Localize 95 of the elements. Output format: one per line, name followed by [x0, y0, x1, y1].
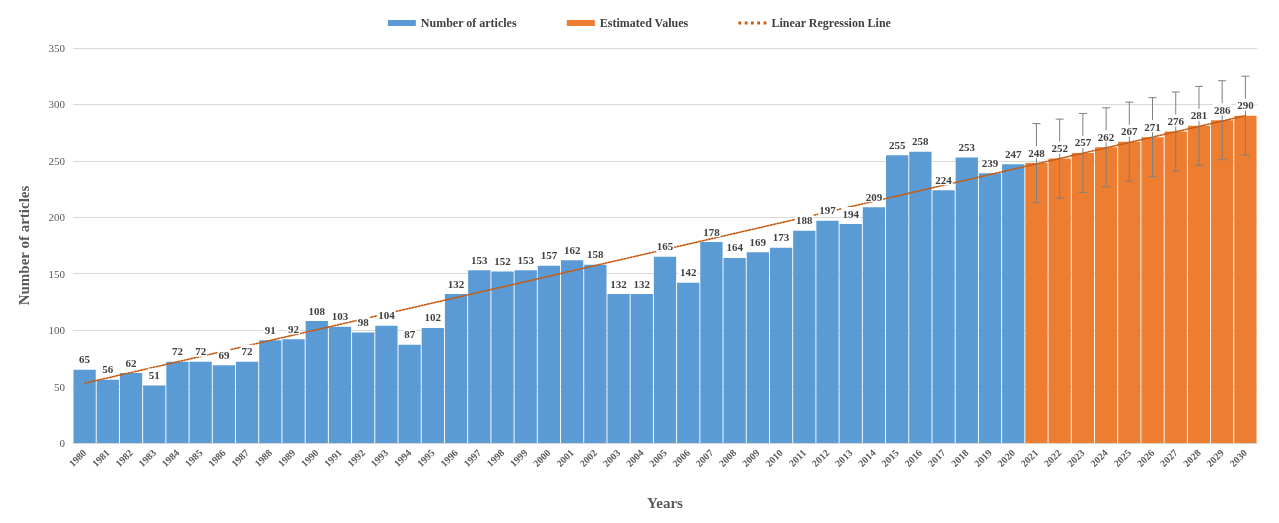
x-tick-label: 2020 — [995, 447, 1018, 470]
x-tick-label: 1992 — [345, 447, 368, 470]
data-label: 271 — [1144, 120, 1161, 133]
x-tick-label: 2010 — [763, 447, 785, 470]
x-tick-label: 1999 — [507, 447, 530, 470]
data-label: 290 — [1237, 99, 1255, 112]
x-tick-label: 2008 — [716, 447, 739, 470]
data-label: 164 — [726, 241, 744, 254]
legend-label: Estimated Values — [599, 16, 689, 30]
y-tick-label: 350 — [48, 42, 66, 54]
data-label: 253 — [958, 140, 976, 153]
data-label: 267 — [1121, 125, 1139, 138]
x-tick-label: 1990 — [298, 447, 321, 470]
x-tick-label: 2022 — [1041, 447, 1064, 470]
y-axis-title: Number of articles — [15, 185, 32, 306]
data-label: 178 — [703, 225, 721, 238]
x-tick-label: 2030 — [1227, 447, 1250, 470]
data-label: 92 — [288, 322, 300, 335]
x-tick-label: 2019 — [972, 447, 994, 470]
data-label: 258 — [912, 135, 930, 148]
data-label: 157 — [540, 249, 558, 262]
data-label: 248 — [1028, 146, 1046, 159]
data-label: 194 — [842, 207, 860, 220]
data-label: 102 — [424, 311, 442, 324]
data-label: 247 — [1004, 147, 1022, 160]
data-label: 158 — [587, 248, 605, 261]
data-label: 132 — [447, 277, 465, 290]
data-label: 257 — [1074, 136, 1092, 149]
x-tick-label: 2002 — [577, 447, 600, 470]
data-label: 276 — [1167, 115, 1185, 128]
x-tick-label: 1981 — [89, 447, 112, 470]
x-tick-label: 2013 — [832, 447, 855, 470]
data-label: 72 — [171, 345, 184, 358]
x-tick-label: 1993 — [368, 447, 391, 470]
data-label: 209 — [865, 190, 883, 203]
data-label: 255 — [888, 138, 906, 151]
x-tick-label: 2000 — [530, 447, 553, 470]
data-label: 286 — [1213, 103, 1231, 116]
x-tick-label: 2012 — [809, 447, 832, 470]
x-tick-label: 2023 — [1064, 447, 1087, 470]
y-tick-label: 50 — [54, 380, 66, 393]
x-tick-label: 2001 — [554, 447, 577, 470]
legend-label: Number of articles — [420, 16, 517, 30]
data-label: 51 — [148, 368, 160, 381]
data-label: 65 — [79, 353, 91, 366]
x-tick-label: 2018 — [948, 447, 971, 470]
data-label: 132 — [633, 277, 651, 290]
data-label: 103 — [331, 310, 349, 323]
x-tick-label: 1998 — [484, 447, 507, 470]
x-tick-label: 2021 — [1018, 447, 1041, 470]
x-axis-title: Years — [647, 494, 684, 511]
y-tick-label: 250 — [48, 154, 66, 167]
legend-label: Linear Regression Line — [771, 16, 892, 30]
data-label: 197 — [819, 204, 837, 217]
data-label: 153 — [471, 253, 489, 266]
data-label: 142 — [679, 266, 697, 279]
data-label: 72 — [195, 345, 207, 358]
data-label: 188 — [796, 214, 814, 227]
data-label: 153 — [517, 253, 535, 266]
x-tick-label: 1989 — [275, 447, 298, 470]
y-tick-label: 150 — [48, 267, 66, 280]
y-tick-label: 300 — [48, 98, 66, 111]
x-tick-label: 2029 — [1204, 447, 1227, 470]
data-label: 173 — [772, 231, 790, 244]
data-label: 162 — [563, 243, 581, 256]
data-label: 56 — [102, 363, 114, 376]
x-tick-label: 2011 — [786, 447, 809, 469]
data-label: 87 — [404, 328, 416, 341]
data-label: 224 — [935, 173, 953, 186]
y-tick-label: 200 — [48, 211, 66, 224]
data-label: 104 — [378, 309, 396, 322]
data-label: 72 — [241, 345, 254, 358]
x-tick-label: 1983 — [136, 447, 159, 470]
x-tick-label: 2004 — [623, 447, 646, 470]
data-label: 239 — [981, 156, 999, 169]
data-label: 252 — [1051, 142, 1069, 155]
data-label: 169 — [749, 235, 767, 248]
data-label: 69 — [218, 348, 230, 361]
data-label: 108 — [308, 304, 326, 317]
data-label: 91 — [264, 323, 276, 336]
data-label: 62 — [125, 356, 138, 369]
data-label: 152 — [494, 254, 512, 267]
x-tick-label: 1991 — [321, 447, 344, 470]
data-label: 281 — [1190, 109, 1208, 122]
data-label: 98 — [357, 315, 370, 328]
x-tick-label: 2009 — [739, 447, 762, 470]
y-tick-label: 100 — [48, 324, 66, 337]
y-tick-label: 0 — [59, 437, 66, 449]
data-label: 165 — [656, 240, 674, 253]
data-label: 132 — [610, 277, 628, 290]
x-tick-label: 1980 — [66, 447, 89, 470]
data-label: 262 — [1097, 130, 1115, 143]
x-tick-label: 2003 — [600, 447, 623, 470]
x-tick-label: 1982 — [113, 447, 135, 470]
x-tick-label: 2026 — [1134, 447, 1157, 470]
